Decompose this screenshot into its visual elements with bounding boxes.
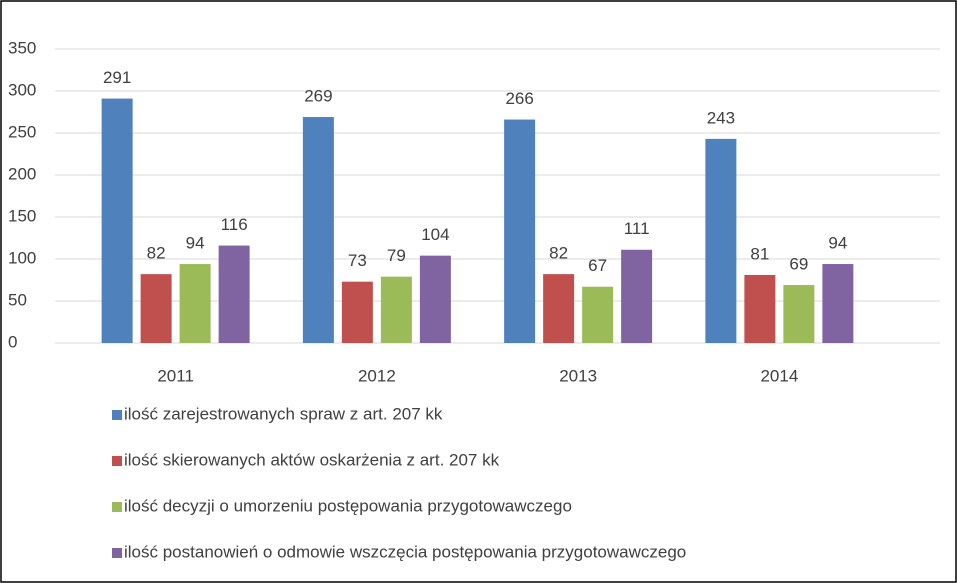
bar	[504, 119, 536, 343]
legend-label: ilość postanowień o odmowie wszczęcia po…	[124, 542, 686, 561]
y-tick-label: 0	[8, 332, 17, 351]
bar	[543, 274, 575, 343]
y-tick-label: 350	[8, 38, 36, 57]
bar	[302, 117, 334, 343]
y-tick-label: 150	[8, 206, 36, 225]
bar	[140, 274, 172, 343]
legend-swatch	[112, 410, 122, 420]
data-label: 82	[147, 244, 166, 263]
data-label: 266	[505, 89, 533, 108]
data-label: 116	[221, 215, 248, 234]
data-label: 291	[103, 68, 131, 87]
bar	[783, 285, 815, 343]
bar	[744, 274, 776, 343]
bar	[621, 249, 653, 343]
data-label: 67	[588, 256, 607, 275]
data-label: 82	[549, 244, 568, 263]
data-label: 81	[750, 244, 769, 263]
bar	[705, 138, 737, 343]
y-tick-label: 50	[8, 290, 27, 309]
bar	[822, 264, 854, 343]
bar	[179, 264, 211, 343]
bar	[101, 98, 133, 343]
legend-swatch	[112, 502, 122, 512]
bar	[582, 286, 614, 343]
data-label: 73	[348, 251, 367, 270]
legend-swatch	[112, 548, 122, 558]
data-label: 69	[789, 255, 808, 274]
data-label: 104	[421, 225, 449, 244]
x-tick-label: 2013	[559, 366, 597, 385]
y-tick-label: 100	[8, 248, 36, 267]
legend-label: ilość decyzji o umorzeniu postępowania p…	[124, 496, 572, 515]
y-tick-label: 250	[8, 122, 36, 141]
bar	[341, 281, 373, 343]
legend-label: ilość skierowanych aktów oskarżenia z ar…	[124, 450, 500, 469]
bar	[218, 245, 250, 343]
y-tick-label: 300	[8, 80, 36, 99]
data-label: 269	[304, 87, 332, 106]
x-tick-label: 2011	[157, 366, 194, 385]
x-tick-label: 2014	[760, 366, 798, 385]
y-tick-label: 200	[8, 164, 36, 183]
bar	[380, 276, 412, 343]
data-label: 94	[186, 234, 205, 253]
x-tick-label: 2012	[358, 366, 396, 385]
data-label: 243	[707, 108, 735, 127]
data-label: 111	[624, 219, 650, 238]
bar	[419, 255, 451, 343]
legend-label: ilość zarejestrowanych spraw z art. 207 …	[124, 404, 443, 423]
legend-swatch	[112, 456, 122, 466]
data-label: 79	[387, 246, 406, 265]
data-label: 94	[828, 234, 847, 253]
